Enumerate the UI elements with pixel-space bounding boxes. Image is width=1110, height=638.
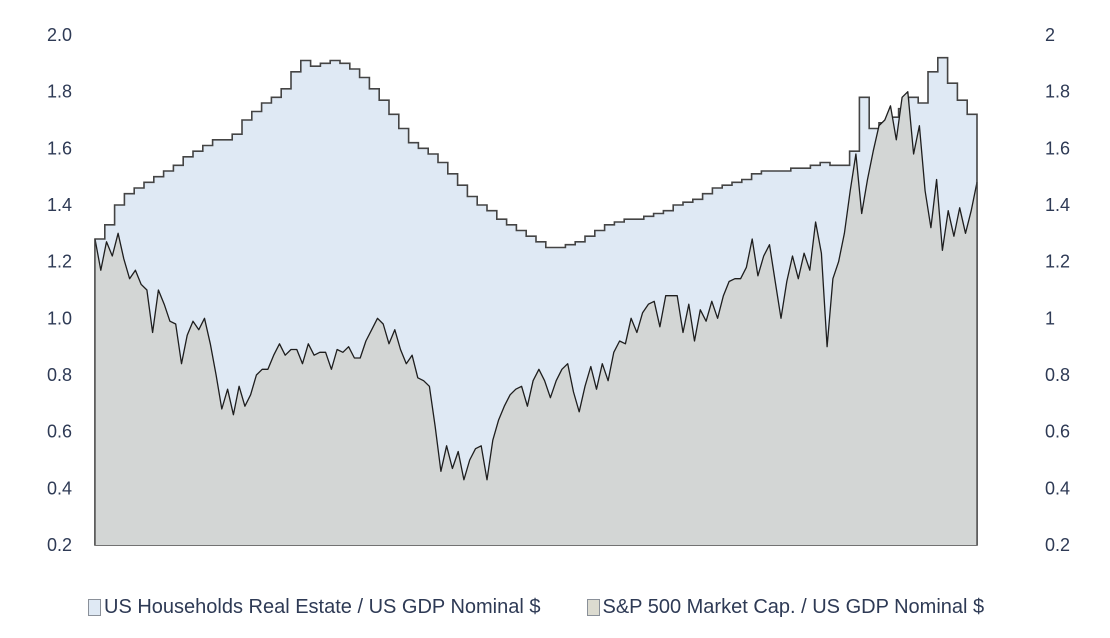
right-tick-label: 0.8	[1045, 365, 1070, 385]
left-tick-label: 1.6	[47, 138, 72, 158]
sp500-area-fill	[95, 91, 977, 545]
legend-label-sp500: S&P 500 Market Cap. / US GDP Nominal $	[602, 596, 985, 618]
legend-swatch-sp500	[586, 599, 600, 616]
left-tick-label: 1.0	[47, 308, 72, 328]
legend-item-real-estate: US Households Real Estate / US GDP Nomin…	[88, 596, 541, 619]
left-tick-label: 0.2	[47, 535, 72, 555]
chart: 2.0 1.8 1.6 1.4 1.2 1.0 0.8 0.6 0.4 0.2 2 1.8 1.6 1.…	[47, 25, 1070, 555]
legend-swatch-real-estate	[88, 599, 101, 616]
right-tick-label: 1	[1045, 308, 1055, 328]
right-tick-label: 1.8	[1045, 82, 1070, 102]
sp500-line	[94, 91, 978, 481]
right-tick-label: 0.6	[1045, 422, 1070, 442]
right-tick-label: 0.4	[1045, 478, 1070, 498]
legend-item-sp500: S&P 500 Market Cap. / US GDP Nominal $	[586, 596, 985, 619]
left-tick-label: 1.2	[47, 252, 72, 272]
right-tick-label: 2	[1045, 25, 1055, 45]
legend-label-real-estate: US Households Real Estate / US GDP Nomin…	[104, 596, 541, 618]
right-tick-label: 0.2	[1045, 535, 1070, 555]
left-tick-label: 1.8	[47, 82, 72, 102]
plot-area	[94, 56, 978, 546]
legend: US Households Real Estate / US GDP Nomin…	[88, 596, 984, 619]
left-tick-label: 0.6	[47, 422, 72, 442]
left-y-axis: 2.0 1.8 1.6 1.4 1.2 1.0 0.8 0.6 0.4 0.2	[47, 25, 72, 555]
left-tick-label: 1.4	[47, 195, 72, 215]
left-tick-label: 2.0	[47, 25, 72, 45]
left-tick-label: 0.8	[47, 365, 72, 385]
right-tick-label: 1.4	[1045, 195, 1070, 215]
left-tick-label: 0.4	[47, 478, 72, 498]
right-tick-label: 1.6	[1045, 138, 1070, 158]
right-y-axis: 2 1.8 1.6 1.4 1.2 1 0.8 0.6 0.4 0.2	[1045, 25, 1070, 555]
right-tick-label: 1.2	[1045, 252, 1070, 272]
